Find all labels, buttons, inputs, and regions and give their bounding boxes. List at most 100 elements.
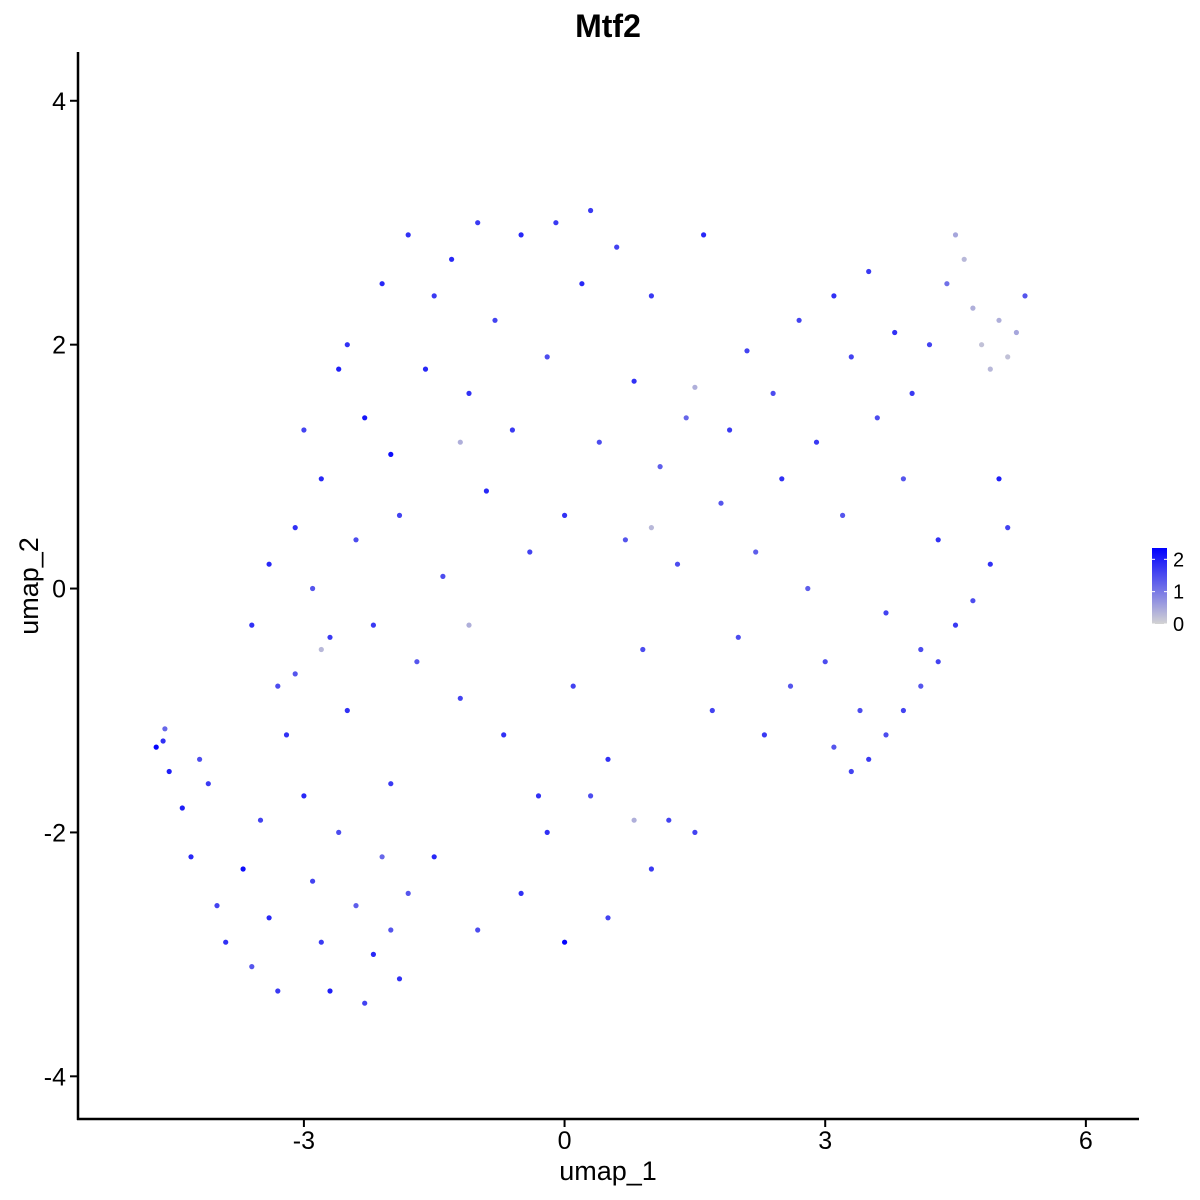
data-point: [831, 744, 837, 750]
data-point: [579, 281, 585, 287]
data-point: [466, 390, 472, 396]
data-point: [674, 561, 681, 567]
data-point: [492, 317, 498, 323]
data-point: [709, 707, 715, 714]
data-point: [344, 342, 350, 348]
data-point: [353, 537, 359, 543]
data-point: [327, 988, 333, 994]
data-point: [926, 342, 933, 348]
data-point: [370, 622, 376, 628]
y-tick-label: 4: [52, 88, 66, 116]
data-point: [813, 439, 820, 445]
chart-title: Mtf2: [575, 8, 641, 44]
legend-ticks: 0 1 2: [1152, 549, 1184, 636]
data-point: [223, 939, 229, 945]
data-point: [970, 598, 976, 604]
data-point: [501, 732, 507, 738]
data-point: [160, 738, 166, 744]
data-point: [979, 342, 985, 348]
data-point: [900, 476, 907, 482]
data-point: [987, 366, 993, 372]
data-point: [292, 671, 298, 677]
data-point: [475, 927, 481, 933]
data-point: [631, 817, 637, 823]
data-point: [310, 585, 316, 592]
data-point: [735, 634, 741, 640]
data-point: [388, 781, 394, 787]
data-point: [605, 915, 611, 921]
data-point: [761, 732, 768, 738]
data-point: [266, 915, 272, 921]
data-point: [614, 244, 620, 250]
data-point: [197, 756, 203, 762]
data-point: [509, 427, 515, 433]
data-point: [892, 329, 898, 336]
x-tick-label: 3: [818, 1127, 832, 1155]
data-point: [370, 951, 376, 958]
legend-gradient-bar: [1152, 548, 1167, 624]
data-point: [318, 646, 324, 653]
data-point: [866, 756, 872, 762]
data-point: [952, 622, 959, 628]
data-point: [362, 415, 368, 421]
data-point: [744, 348, 750, 354]
data-point: [648, 525, 655, 531]
y-axis-label: umap_2: [14, 537, 44, 635]
data-point: [918, 683, 924, 689]
data-point: [874, 415, 880, 421]
data-point: [605, 756, 611, 762]
data-point: [909, 390, 915, 396]
data-point: [483, 488, 489, 494]
data-point: [544, 354, 550, 360]
data-point: [553, 220, 559, 226]
data-point: [344, 707, 350, 714]
data-point: [952, 232, 959, 238]
data-point: [648, 866, 655, 872]
data-point: [666, 817, 672, 823]
data-point: [848, 354, 854, 360]
data-point: [831, 293, 837, 299]
data-point: [944, 281, 950, 287]
data-point: [153, 744, 159, 750]
data-point: [805, 585, 811, 592]
data-point: [240, 866, 246, 872]
data-point: [266, 561, 272, 567]
points-layer: [153, 207, 1028, 1006]
data-point: [318, 939, 324, 945]
data-point: [840, 512, 846, 519]
data-point: [292, 525, 298, 531]
data-point: [275, 683, 281, 689]
data-point: [866, 268, 872, 275]
data-point: [683, 415, 689, 421]
data-point: [353, 903, 359, 909]
data-point: [396, 512, 403, 519]
data-point: [692, 384, 698, 390]
data-point: [753, 549, 759, 555]
data-point: [779, 476, 785, 482]
data-point: [622, 537, 629, 543]
data-point: [188, 854, 194, 860]
data-point: [631, 378, 637, 384]
data-point: [162, 726, 168, 732]
data-point: [466, 622, 472, 628]
legend-label: 2: [1173, 549, 1184, 571]
data-point: [327, 634, 333, 640]
y-tick-label: -4: [44, 1063, 66, 1091]
data-point: [657, 464, 663, 470]
data-point: [535, 793, 542, 799]
data-point: [770, 390, 776, 396]
data-point: [970, 305, 976, 311]
data-point: [588, 207, 594, 214]
data-point: [935, 537, 941, 543]
data-point: [422, 366, 429, 372]
data-point: [570, 683, 576, 689]
data-point: [449, 256, 455, 262]
data-point: [405, 890, 411, 897]
data-point: [648, 293, 655, 299]
data-point: [996, 476, 1002, 482]
data-point: [1013, 329, 1020, 336]
ticks-layer: -3 0 3 6 -4 -2 0 2 4: [44, 88, 1093, 1155]
data-point: [257, 817, 264, 823]
data-point: [475, 220, 481, 226]
